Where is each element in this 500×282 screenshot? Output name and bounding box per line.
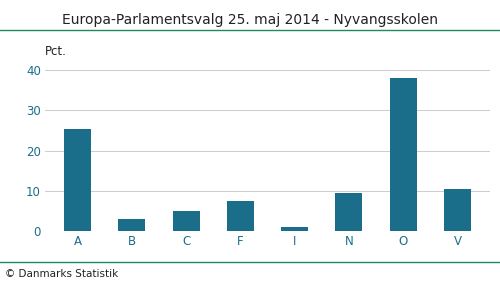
Bar	[336, 193, 362, 231]
Text: Pct.: Pct.	[45, 45, 67, 58]
Bar	[64, 129, 91, 231]
Text: Europa-Parlamentsvalg 25. maj 2014 - Nyvangsskolen: Europa-Parlamentsvalg 25. maj 2014 - Nyv…	[62, 13, 438, 27]
Bar	[444, 189, 471, 231]
Bar	[118, 219, 146, 231]
Bar	[227, 201, 254, 231]
Bar	[172, 211, 200, 231]
Bar	[281, 227, 308, 231]
Bar	[390, 78, 416, 231]
Text: © Danmarks Statistik: © Danmarks Statistik	[5, 269, 118, 279]
